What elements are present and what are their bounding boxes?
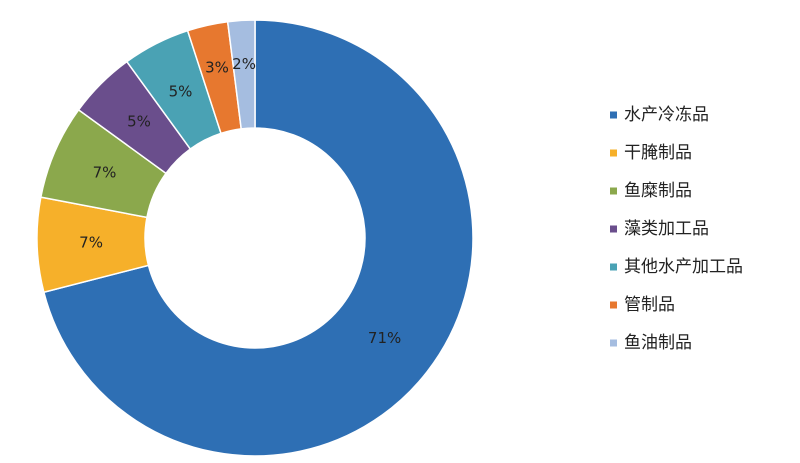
data-label: 71%	[368, 329, 401, 347]
data-label: 7%	[79, 234, 103, 252]
legend-label: 其他水产加工品	[624, 257, 743, 277]
data-label: 5%	[169, 82, 193, 100]
legend-label: 干腌制品	[624, 143, 692, 163]
donut-slice	[226, 19, 256, 130]
legend-label: 水产冷冻品	[624, 105, 709, 125]
data-label: 7%	[93, 163, 117, 181]
legend-label: 藻类加工品	[624, 219, 709, 239]
legend-label: 管制品	[624, 295, 675, 315]
legend-swatch	[610, 263, 617, 271]
donut-slice	[42, 19, 474, 457]
legend-label: 鱼油制品	[624, 333, 692, 353]
legend-swatch	[610, 339, 617, 347]
legend-swatch	[610, 111, 617, 119]
legend-swatch	[610, 149, 617, 157]
legend-swatch	[610, 225, 617, 233]
data-label: 3%	[205, 59, 229, 77]
legend-swatch	[610, 301, 617, 309]
legend-swatch	[610, 187, 617, 195]
data-label: 5%	[127, 113, 151, 131]
legend-label: 鱼糜制品	[624, 181, 692, 201]
data-label: 2%	[232, 55, 256, 73]
